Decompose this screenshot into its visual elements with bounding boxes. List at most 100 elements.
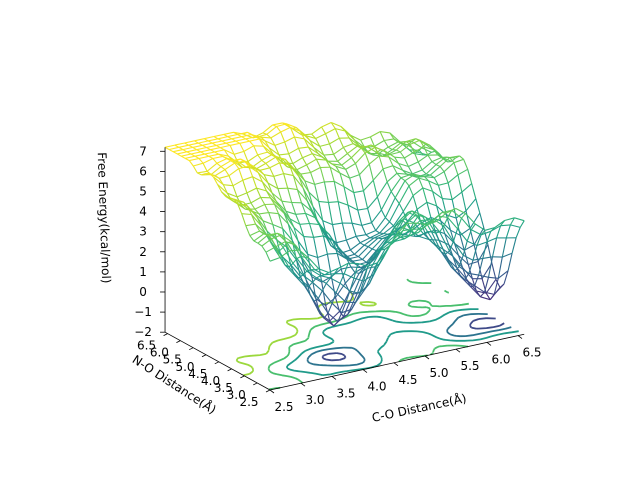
surface-mesh-line — [221, 191, 227, 197]
surface-mesh-line — [401, 210, 413, 221]
surface-mesh-line — [288, 266, 300, 279]
x-tick — [424, 355, 430, 360]
surface-mesh-line — [402, 169, 413, 175]
surface-mesh-line — [345, 163, 356, 170]
surface-mesh-line — [353, 277, 364, 282]
surface-mesh-line — [202, 158, 214, 164]
surface-mesh-line — [435, 212, 447, 222]
surface-mesh-line — [452, 228, 459, 242]
surface-mesh-line — [272, 124, 277, 128]
surface-mesh-line — [485, 292, 491, 300]
surface-mesh-line — [296, 189, 303, 203]
surface-mesh-line — [289, 218, 301, 225]
surface-mesh-line — [283, 213, 289, 225]
surface-mesh-line — [346, 235, 357, 241]
surface-mesh-line — [368, 163, 374, 181]
surface-mesh-line — [257, 154, 263, 161]
surface-mesh-line — [480, 296, 491, 301]
surface-mesh-line — [300, 256, 312, 271]
surface-mesh-line — [364, 146, 376, 154]
surface-mesh-line — [227, 192, 238, 198]
surface-mesh-line — [317, 253, 328, 259]
z-tick-label: −1 — [134, 305, 152, 319]
surface-mesh-line — [206, 162, 218, 172]
surface-mesh-line — [433, 149, 439, 156]
surface-mesh-line — [439, 225, 445, 233]
surface-mesh-line — [184, 140, 195, 144]
surface-mesh-line — [224, 149, 235, 155]
surface-mesh-line — [335, 292, 347, 303]
surface-mesh-line — [307, 253, 318, 259]
surface-mesh-line — [419, 140, 425, 148]
surface-mesh-line — [367, 262, 378, 267]
surface-mesh-line — [384, 150, 390, 158]
x-tick-label: 4.0 — [367, 380, 386, 394]
surface-mesh-line — [305, 279, 311, 296]
surface-mesh-line — [216, 162, 222, 168]
surface-mesh-line — [472, 245, 478, 261]
surface-mesh-line — [186, 149, 197, 153]
surface-mesh-line — [252, 176, 263, 183]
surface-mesh-line — [350, 266, 356, 273]
surface-mesh-line — [369, 232, 380, 239]
y-tick — [201, 354, 207, 358]
surface-mesh-line — [478, 258, 484, 276]
surface-mesh-line — [323, 153, 334, 156]
surface-mesh-line — [206, 144, 217, 149]
x-axis-label: C-O Distance(Å) — [370, 390, 467, 425]
surface-mesh-line — [431, 231, 442, 253]
surface-mesh-line — [378, 155, 384, 170]
surface-mesh-line — [253, 233, 264, 242]
surface-mesh-line — [258, 138, 264, 147]
surface-mesh-line — [302, 270, 308, 276]
surface-mesh-line — [250, 202, 256, 210]
surface-mesh-line — [387, 146, 393, 151]
surface-mesh-line — [457, 174, 463, 193]
surface-mesh-line — [336, 253, 342, 270]
surface-mesh-line — [269, 162, 280, 169]
surface-mesh-line — [413, 146, 425, 153]
surface-mesh-line — [459, 155, 464, 160]
surface-mesh-line — [214, 169, 226, 177]
surface-mesh-line — [337, 312, 343, 322]
surface-mesh-line — [177, 151, 188, 155]
surface-mesh-line — [355, 152, 366, 164]
y-tick — [265, 389, 271, 393]
surface-mesh-line — [445, 250, 450, 255]
surface-mesh-line — [400, 228, 411, 238]
y-tick — [176, 340, 181, 344]
surface-mesh-line — [295, 214, 301, 225]
y-tick-label: 6.0 — [150, 346, 169, 360]
surface-mesh-line — [261, 159, 267, 164]
surface-mesh-line — [396, 172, 402, 179]
surface-mesh-line — [200, 149, 211, 153]
surface-mesh-line — [277, 188, 283, 202]
surface-mesh-line — [298, 176, 304, 189]
surface-mesh-line — [458, 266, 470, 274]
surface-mesh-line — [253, 145, 259, 156]
surface-mesh-line — [287, 187, 298, 191]
surface-mesh-line — [445, 208, 457, 214]
surface-mesh-line — [351, 147, 362, 159]
z-tick-label: 2 — [139, 245, 147, 259]
surface-mesh-line — [455, 208, 466, 214]
y-tick-label: 4.0 — [201, 374, 220, 388]
surface-mesh-line — [313, 297, 319, 302]
surface-mesh-line — [361, 144, 372, 149]
surface-mesh-line — [462, 254, 474, 261]
surface-mesh-line — [432, 191, 438, 207]
surface-mesh-line — [324, 133, 331, 145]
surface-mesh-line — [306, 158, 317, 166]
surface-mesh-line — [337, 160, 343, 166]
surface-mesh-line — [222, 184, 228, 194]
surface-mesh-line — [208, 138, 219, 142]
surface-mesh-line — [293, 227, 305, 238]
surface-mesh-line — [461, 217, 472, 231]
surface-mesh-line — [398, 163, 404, 171]
surface-mesh-line — [400, 173, 411, 179]
x-tick — [486, 342, 492, 346]
surface-mesh-line — [392, 230, 404, 241]
surface-mesh-line — [393, 211, 404, 227]
surface-mesh-line — [336, 239, 347, 244]
surface-mesh-line — [299, 130, 305, 140]
